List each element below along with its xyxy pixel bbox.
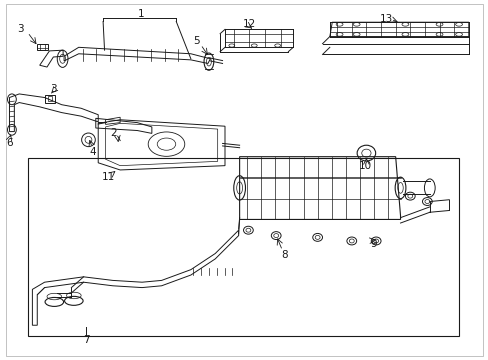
Text: 10: 10 — [358, 161, 371, 171]
Text: 5: 5 — [193, 36, 200, 46]
Text: 7: 7 — [82, 334, 89, 345]
Text: 11: 11 — [101, 172, 114, 183]
Text: 8: 8 — [281, 250, 287, 260]
Text: 2: 2 — [110, 129, 117, 138]
Text: 4: 4 — [89, 147, 96, 157]
Text: 13: 13 — [380, 14, 393, 24]
Text: 1: 1 — [138, 9, 144, 19]
Text: 3: 3 — [17, 24, 23, 35]
Text: 3: 3 — [50, 84, 57, 94]
Text: 6: 6 — [6, 139, 13, 148]
Text: 9: 9 — [369, 239, 376, 249]
Text: 12: 12 — [242, 19, 256, 29]
